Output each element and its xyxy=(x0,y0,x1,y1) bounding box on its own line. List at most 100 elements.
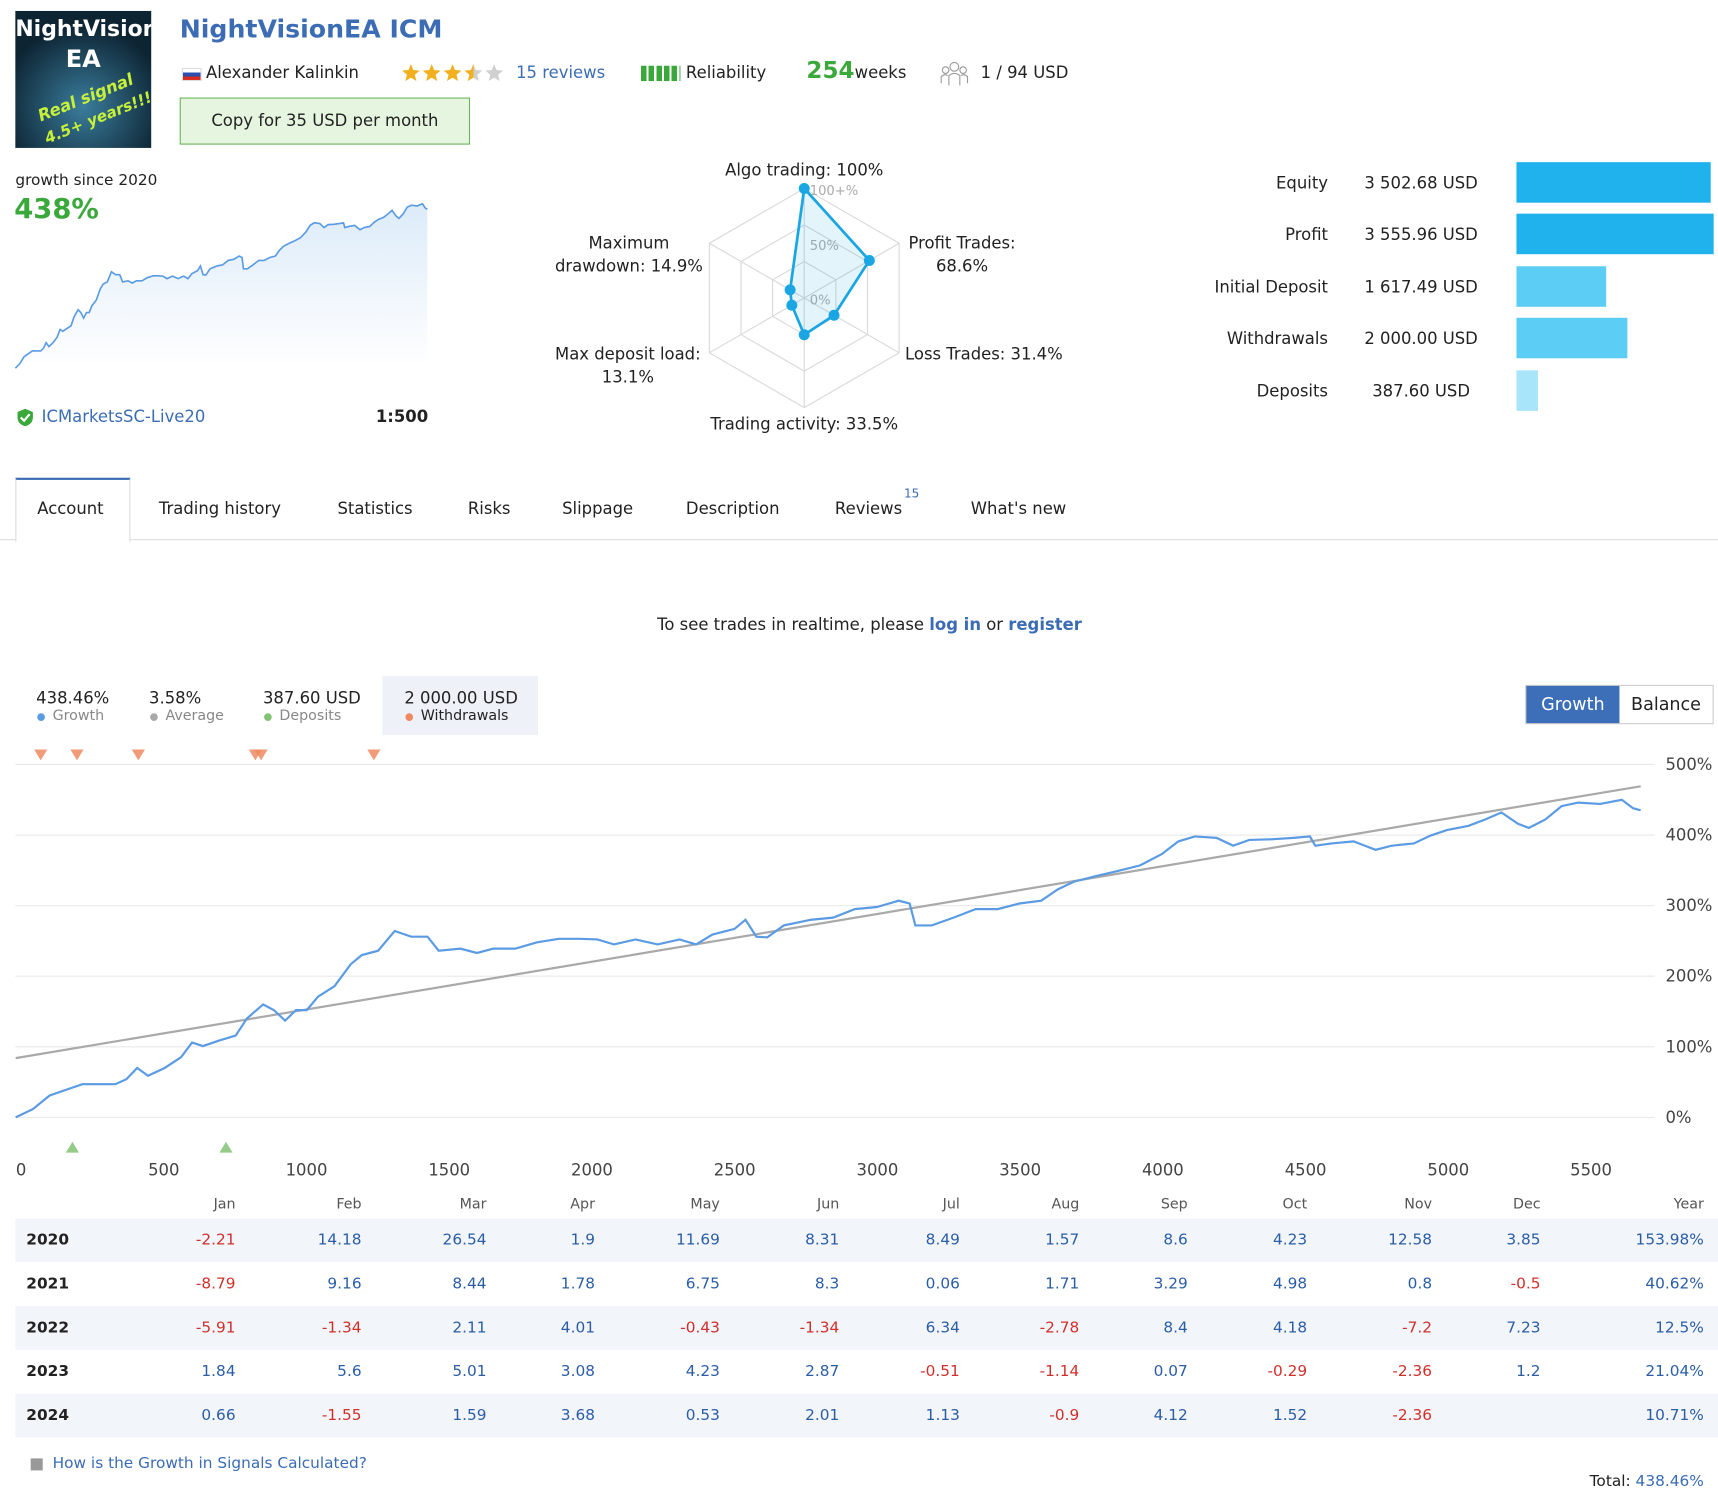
withdrawal-marker xyxy=(131,749,145,761)
view-button[interactable]: Balance xyxy=(1631,693,1701,715)
month-cell: -2.78 xyxy=(1039,1319,1080,1337)
verified-icon xyxy=(17,408,33,427)
column-header: Sep xyxy=(1160,1195,1188,1213)
reliability-bars xyxy=(640,65,681,82)
tab[interactable]: Slippage xyxy=(562,498,634,519)
month-cell: 1.84 xyxy=(201,1363,236,1381)
broker[interactable]: ICMarketsSC-Live20 xyxy=(41,406,206,427)
month-cell: 8.44 xyxy=(452,1275,487,1293)
radar-label: Algo trading: 100% xyxy=(725,160,883,179)
help-link[interactable]: How is the Growth in Signals Calculated? xyxy=(52,1455,367,1473)
growth-line xyxy=(15,798,1641,1119)
month-cell: -0.51 xyxy=(920,1363,960,1381)
tab[interactable]: Risks xyxy=(467,498,511,519)
bar-value-label: 3 502.68 USD xyxy=(1364,173,1477,192)
month-cell: -2.36 xyxy=(1392,1363,1433,1381)
withdrawal-marker xyxy=(70,749,84,761)
y-tick-label: 0% xyxy=(1665,1108,1691,1127)
author[interactable]: Alexander Kalinkin xyxy=(205,62,359,83)
tab[interactable]: Description xyxy=(685,498,780,519)
bar-label: Initial Deposit xyxy=(1215,278,1329,297)
month-cell: -5.91 xyxy=(195,1319,236,1337)
column-header: Oct xyxy=(1282,1195,1308,1213)
legend-label: Withdrawals xyxy=(420,707,509,725)
growth-label: growth since 2020 xyxy=(15,172,158,190)
column-header: May xyxy=(690,1195,720,1213)
view-toggle: Growth Balance xyxy=(1525,684,1714,725)
month-cell: 3.85 xyxy=(1506,1231,1541,1250)
notice: To see trades in realtime, please log in… xyxy=(0,595,1718,654)
month-cell: 7.23 xyxy=(1506,1319,1541,1337)
help-icon xyxy=(30,1458,43,1471)
charts: 0% 100% 200% 300% 400% 500% 0 500 1000 1500 2000 25… xyxy=(14,160,1714,1180)
bar-label: Equity xyxy=(1276,173,1328,192)
month-cell: 0.07 xyxy=(1153,1363,1188,1381)
notice-text: To see trades in realtime, please xyxy=(657,614,930,635)
bar-value-label: 3 555.96 USD xyxy=(1364,225,1477,244)
total: Total: 438.46% xyxy=(1570,1455,1704,1508)
tabs-line xyxy=(0,539,1718,541)
star xyxy=(443,64,462,81)
table-header: Jan Feb Mar Apr May Jun Jul Aug Sep Oct Nov Dec Year xyxy=(15,1190,1718,1218)
radar-label: Loss Trades: 31.4% xyxy=(905,344,1063,363)
month-cell: 2.11 xyxy=(452,1319,487,1337)
month-cell: 10.71% xyxy=(1645,1406,1704,1425)
radar-label: Maximum xyxy=(588,234,669,253)
radar-label: 68.6% xyxy=(936,257,988,276)
star xyxy=(402,64,420,81)
month-cell: 4.23 xyxy=(685,1363,720,1381)
withdrawals-highlight xyxy=(382,676,538,736)
month-cell: 0.66 xyxy=(201,1406,236,1425)
year-cell: 2021 xyxy=(26,1275,69,1293)
x-tick-label: 1500 xyxy=(428,1161,470,1180)
month-cell: -1.34 xyxy=(799,1319,840,1337)
star xyxy=(485,64,504,81)
radar-tick-label: 100+% xyxy=(810,184,859,199)
month-cell: 12.58 xyxy=(1388,1231,1433,1250)
month-cell: 4.18 xyxy=(1273,1319,1308,1337)
month-cell: 2.87 xyxy=(805,1363,840,1381)
tab[interactable]: What's new xyxy=(970,498,1067,519)
logo-text: EA xyxy=(65,46,101,74)
stat-value: 387.60 USD xyxy=(262,688,361,708)
x-tick-label: 3500 xyxy=(999,1161,1041,1180)
bar xyxy=(1516,317,1628,359)
copy-button[interactable]: Copy for 35 USD per month xyxy=(179,97,471,145)
column-header: Jul xyxy=(942,1195,960,1213)
radar-label: Max deposit load: xyxy=(555,344,701,363)
tab[interactable]: Account xyxy=(37,498,104,519)
x-tick-label: 500 xyxy=(148,1161,179,1180)
month-cell: 1.71 xyxy=(1045,1275,1080,1293)
login-link[interactable]: log in xyxy=(929,614,982,635)
bar-value-label: 387.60 USD xyxy=(1372,382,1470,401)
tab[interactable]: Statistics xyxy=(337,498,413,519)
signal-title[interactable]: NightVisionEA ICM xyxy=(179,15,443,44)
x-tick-label: 3000 xyxy=(857,1161,899,1180)
star xyxy=(422,64,441,81)
tab[interactable]: Reviews xyxy=(834,498,903,519)
month-cell: -0.9 xyxy=(1049,1406,1080,1425)
month-cell: 8.4 xyxy=(1163,1319,1188,1337)
table-row: 2022 -5.91 -1.34 2.11 4.01 -0.43 -1.34 6.34 -2.7… xyxy=(15,1306,1718,1350)
month-cell: -2.21 xyxy=(195,1231,236,1250)
stat-value: 438.46% xyxy=(36,688,110,708)
month-cell: 0.06 xyxy=(925,1275,960,1293)
month-cell: -2.36 xyxy=(1392,1406,1433,1425)
withdrawal-marker xyxy=(367,749,381,761)
register-link[interactable]: register xyxy=(1008,614,1082,635)
legend-label: Growth xyxy=(52,707,105,725)
reviews-link[interactable]: 15 reviews xyxy=(516,62,606,83)
view-button[interactable]: Growth xyxy=(1526,685,1620,724)
month-cell: -1.55 xyxy=(321,1406,362,1425)
tab[interactable]: Trading history xyxy=(158,498,281,519)
column-header: Feb xyxy=(336,1195,362,1213)
subscribers: 1 / 94 USD xyxy=(980,62,1069,83)
growth-value: 438% xyxy=(14,192,99,225)
reviews-badge: 15 xyxy=(903,486,920,501)
x-tick-label: 5500 xyxy=(1570,1161,1612,1180)
legend-dot xyxy=(264,713,272,721)
month-cell: -0.43 xyxy=(680,1319,720,1337)
month-cell: -1.34 xyxy=(321,1319,362,1337)
total-value: 438.46% xyxy=(1635,1472,1704,1491)
